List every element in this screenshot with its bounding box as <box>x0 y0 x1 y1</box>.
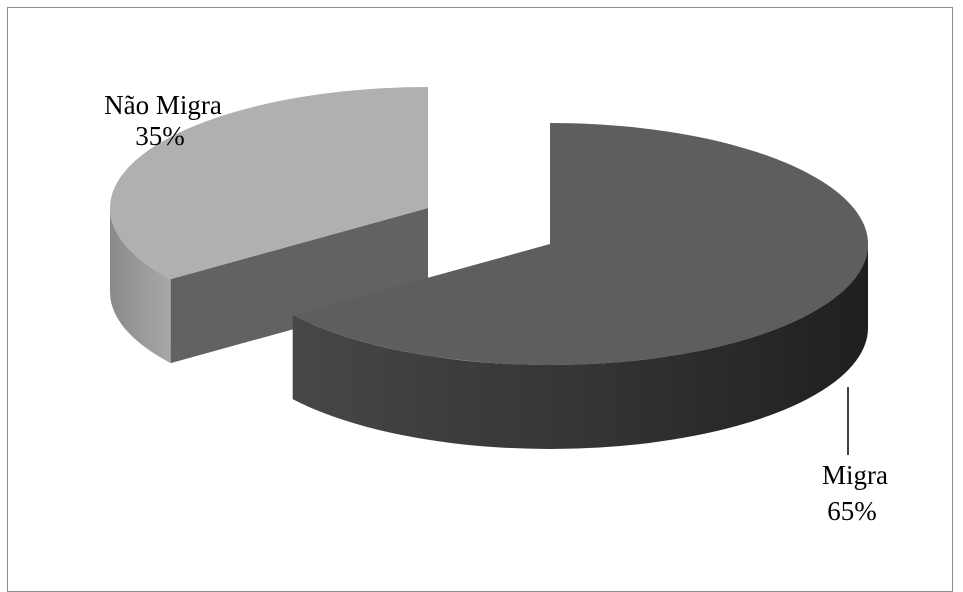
pie-slice-migra <box>292 122 869 449</box>
value-migra: 65% <box>827 496 877 526</box>
label-migra: Migra <box>822 460 888 490</box>
value-nao-migra: 35% <box>135 121 185 151</box>
label-nao-migra: Não Migra <box>104 90 222 120</box>
pie-slice-nao-migra <box>110 87 429 364</box>
